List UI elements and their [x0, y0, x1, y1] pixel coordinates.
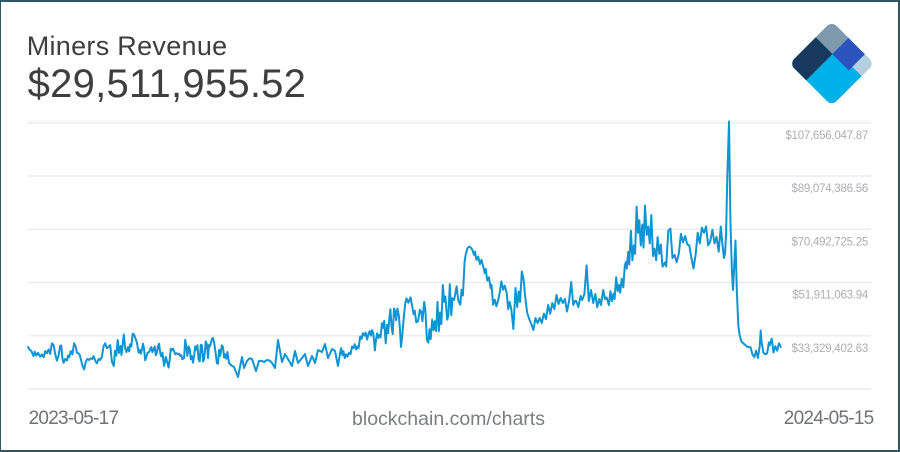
svg-text:$70,492,725.25: $70,492,725.25 — [792, 237, 868, 249]
svg-text:$89,074,386.56: $89,074,386.56 — [792, 183, 868, 195]
svg-text:$33,329,402.63: $33,329,402.63 — [792, 343, 868, 355]
svg-text:$107,656,047.87: $107,656,047.87 — [785, 130, 868, 142]
svg-text:$51,911,063.94: $51,911,063.94 — [792, 290, 868, 302]
